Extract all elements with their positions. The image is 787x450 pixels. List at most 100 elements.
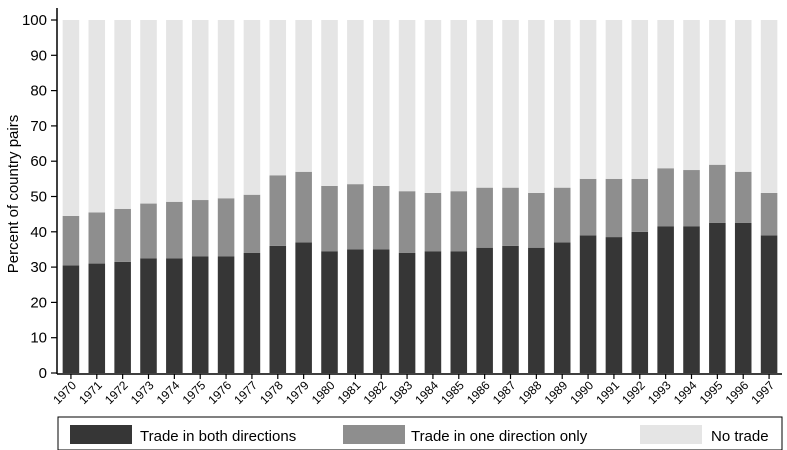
- bar-segment-one-1995: [709, 164, 726, 223]
- bar-segment-both-1972: [114, 261, 131, 373]
- x-tick-label: 1972: [102, 378, 131, 407]
- bar-segment-both-1996: [734, 222, 752, 373]
- x-tick-label: 1992: [619, 378, 648, 407]
- bar-segment-none-1986: [476, 20, 493, 188]
- bar-segment-both-1984: [424, 251, 442, 373]
- x-tick-label: 1993: [645, 378, 674, 407]
- bar-segment-both-1980: [321, 251, 338, 373]
- bar-segment-none-1994: [683, 20, 700, 171]
- bar-segment-both-1971: [88, 263, 106, 373]
- bar-segment-one-1992: [631, 178, 649, 232]
- bar-segment-one-1972: [114, 208, 131, 262]
- bar-segment-both-1988: [528, 247, 545, 373]
- bar-segment-one-1997: [760, 192, 778, 236]
- y-tick-label: 10: [30, 330, 47, 347]
- x-tick-label: 1985: [438, 378, 467, 407]
- x-tick-label: 1983: [386, 378, 415, 407]
- x-tick-label: 1973: [128, 378, 157, 407]
- x-tick-label: 1989: [542, 378, 571, 407]
- bar-segment-none-1995: [709, 20, 726, 165]
- bar-segment-both-1976: [217, 256, 235, 373]
- bar-segment-both-1993: [657, 226, 674, 373]
- x-tick-label: 1982: [361, 378, 390, 407]
- x-tick-label: 1997: [748, 378, 777, 407]
- bar-segment-both-1992: [631, 231, 649, 373]
- bar-segment-both-1974: [166, 258, 183, 373]
- bar-segment-both-1979: [295, 242, 312, 373]
- y-tick-label: 60: [30, 153, 47, 170]
- bar-segment-one-1988: [528, 192, 545, 248]
- bar-segment-one-1974: [166, 201, 183, 259]
- bar-segment-both-1982: [372, 249, 390, 373]
- bar-segment-none-1970: [62, 20, 80, 216]
- bar-segment-both-1983: [398, 252, 416, 373]
- bar-segment-one-1984: [424, 192, 442, 252]
- y-tick-label: 100: [22, 12, 47, 29]
- bar-segment-none-1990: [579, 20, 597, 179]
- bar-segment-one-1983: [398, 191, 416, 253]
- y-tick-label: 30: [30, 259, 47, 276]
- bar-segment-none-1984: [424, 20, 442, 193]
- x-tick-label: 1987: [490, 378, 519, 407]
- bar-segment-none-1991: [605, 20, 623, 179]
- bar-segment-none-1981: [347, 20, 364, 185]
- bar-segment-both-1977: [243, 252, 261, 373]
- bar-segment-none-1982: [372, 20, 390, 186]
- x-tick-label: 1980: [309, 378, 338, 407]
- x-tick-label: 1974: [154, 378, 183, 407]
- x-axis: 1970197119721973197419751976197719781979…: [50, 373, 782, 407]
- bar-segment-both-1973: [140, 258, 157, 373]
- bar-segment-both-1975: [191, 256, 209, 373]
- bar-segment-both-1994: [683, 226, 700, 373]
- bar-segment-both-1985: [450, 251, 468, 373]
- bar-segment-none-1974: [166, 20, 183, 202]
- legend-label-both: Trade in both directions: [140, 428, 296, 445]
- bar-segment-none-1993: [657, 20, 674, 169]
- bar-segment-one-1978: [269, 175, 287, 246]
- x-tick-label: 1990: [567, 378, 596, 407]
- x-tick-label: 1988: [516, 378, 545, 407]
- y-tick-label: 50: [30, 189, 47, 206]
- bar-segment-both-1991: [605, 237, 623, 373]
- bar-segment-none-1988: [528, 20, 545, 193]
- legend-label-one: Trade in one direction only: [411, 428, 588, 445]
- bar-segment-both-1987: [502, 245, 519, 373]
- y-tick-label: 70: [30, 118, 47, 135]
- bar-segment-both-1997: [760, 235, 778, 373]
- bar-segment-one-1976: [217, 198, 235, 257]
- bar-segment-both-1986: [476, 247, 493, 373]
- bar-segment-one-1993: [657, 168, 674, 227]
- x-tick-label: 1991: [593, 378, 622, 407]
- legend-swatch-one: [343, 425, 405, 444]
- legend-swatch-none: [640, 425, 702, 444]
- bar-segment-one-1975: [191, 200, 209, 257]
- bar-segment-both-1978: [269, 245, 287, 373]
- x-tick-label: 1978: [257, 378, 286, 407]
- bar-segment-none-1975: [191, 20, 209, 201]
- bar-segment-one-1979: [295, 171, 312, 243]
- bar-segment-none-1980: [321, 20, 338, 186]
- y-tick-label: 0: [39, 365, 47, 382]
- x-tick-label: 1979: [283, 378, 312, 407]
- bar-segment-one-1977: [243, 194, 261, 253]
- bar-segment-one-1973: [140, 203, 157, 259]
- bar-segment-both-1989: [553, 242, 571, 373]
- bar-segment-none-1996: [734, 20, 752, 172]
- bar-segment-none-1997: [760, 20, 778, 193]
- bar-segment-one-1982: [372, 185, 390, 250]
- bar-segment-one-1985: [450, 191, 468, 252]
- x-tick-label: 1971: [76, 378, 105, 407]
- bar-segment-one-1987: [502, 187, 519, 246]
- bar-segment-none-1983: [398, 20, 416, 192]
- bar-segment-none-1978: [269, 20, 287, 176]
- bar-segment-one-1989: [553, 187, 571, 243]
- y-tick-label: 90: [30, 47, 47, 64]
- bar-segment-one-1971: [88, 212, 106, 264]
- bar-segment-one-1990: [579, 178, 597, 236]
- x-tick-label: 1984: [412, 378, 441, 407]
- bar-segment-both-1981: [347, 249, 364, 373]
- bar-segment-both-1970: [62, 265, 80, 373]
- legend-label-none: No trade: [711, 428, 769, 445]
- bar-segment-one-1991: [605, 178, 623, 238]
